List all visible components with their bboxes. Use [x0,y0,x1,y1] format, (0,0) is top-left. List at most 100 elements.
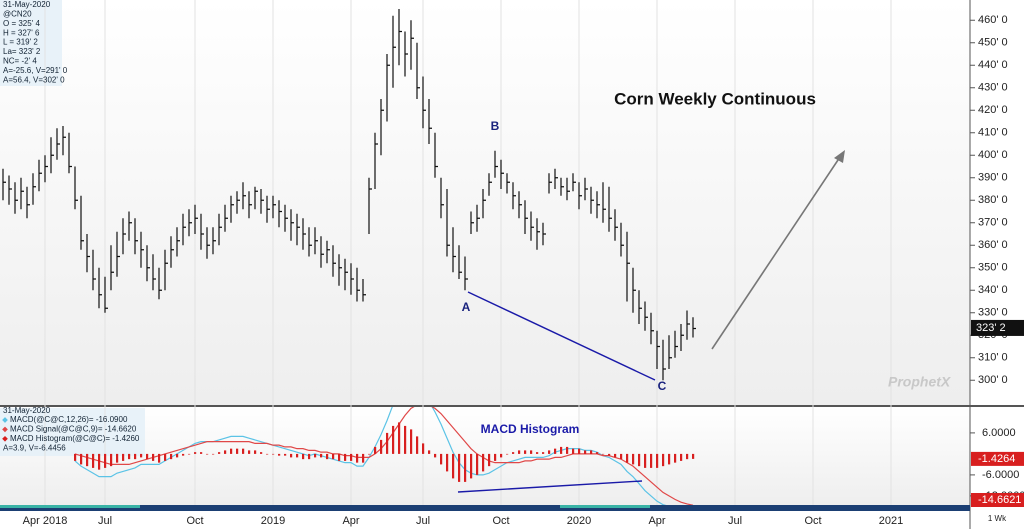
ohlc-bar [182,213,186,246]
ohlc-bar [626,231,630,302]
info-line: O = 325' 4 [3,19,40,28]
ohlc-bar [32,173,36,205]
ohlc-bar [26,186,30,219]
histogram-bar [602,453,605,455]
histogram-bar [236,448,239,454]
x-tick-label: Jul [728,515,742,527]
ohlc-bar [686,310,690,340]
ohlc-bar [188,209,192,237]
interval-label: 1 Wk [988,514,1007,523]
ohlc-bar [320,236,324,268]
ohlc-bar [692,317,696,338]
ohlc-bar [398,9,402,66]
histogram-bar [128,453,131,460]
ohlc-bar [512,182,516,210]
ohlc-bar [494,150,498,178]
value-badge-label: -1.4264 [978,453,1015,465]
ohlc-bar [146,245,150,282]
ohlc-bar [224,204,228,232]
ohlc-bar [200,213,204,250]
chart-title: Corn Weekly Continuous [614,89,816,108]
ohlc-bar [518,191,522,219]
histogram-bar [170,453,173,460]
x-tick-label: Apr 2018 [23,515,68,527]
ohlc-bar [50,137,54,174]
histogram-bar [476,453,479,475]
ohlc-bar [176,227,180,257]
ohlc-bar [404,31,408,77]
histogram-bar [116,453,119,463]
x-tick-label: 2020 [567,515,591,527]
histogram-bar [428,450,431,454]
ohlc-bar [500,159,504,189]
histogram-bar [356,453,359,463]
histogram-bar [410,429,413,454]
last-price-badge [971,319,1024,336]
value-badge [971,451,1024,466]
histogram-bar [650,453,653,468]
histogram-bar [314,453,317,458]
x-tick-label: Jul [416,515,430,527]
ohlc-bar [362,279,366,302]
histogram-bar [656,453,659,468]
ohlc-bar [158,267,162,300]
y-tick-label: 450' 0 [978,37,1008,49]
ohlc-bar [344,258,348,291]
y-tick-label: 330' 0 [978,307,1008,319]
legend-entry: MACD Signal(@C@C,9)= -14.6620 [10,425,137,434]
ohlc-bar [218,213,222,246]
histogram-bar [422,443,425,454]
histogram-bar [92,453,95,468]
y-tick-label: 430' 0 [978,82,1008,94]
histogram-bar [302,453,305,460]
histogram-bar [392,425,395,454]
histogram-bar [512,452,515,454]
legend-entry: MACD(@C@C,12,26)= -16.0900 [10,415,128,424]
point-label: A [462,300,471,314]
ohlc-bar [572,173,576,192]
histogram-bar [368,453,371,455]
macd-readout: A=3.9, V=-6.4456 [3,444,66,453]
histogram-bar [446,453,449,472]
histogram-bar [338,453,341,461]
histogram-bar [404,425,407,454]
last-price-label: 323' 2 [976,322,1006,334]
ohlc-bar [140,231,144,268]
ohlc-bar [458,245,462,279]
histogram-bar [248,450,251,454]
ohlc-bar [314,227,318,255]
x-tick-label: Apr [342,515,359,527]
y-tick-label: 310' 0 [978,352,1008,364]
histogram-bar [542,452,545,454]
histogram-bar [326,453,329,460]
histogram-bar [254,450,257,454]
ohlc-bar [548,173,552,194]
ohlc-bar [434,132,438,178]
histogram-bar [134,453,137,460]
ohlc-bar [554,168,558,189]
ohlc-bar [116,231,120,277]
ohlc-bar [242,182,246,210]
ohlc-bar [602,182,606,223]
ohlc-bar [104,276,108,313]
info-box [0,0,62,86]
ohlc-bar [230,195,234,223]
ohlc-bar [620,222,624,257]
ohlc-bar [80,195,84,250]
histogram-bar [146,453,149,460]
info-line: 31-May-2020 [3,0,51,9]
ohlc-bar [92,249,96,291]
histogram-bar [482,453,485,472]
ohlc-bar [560,177,564,196]
ohlc-bar [278,200,282,228]
y-tick-label: 460' 0 [978,14,1008,26]
histogram-bar [452,453,455,479]
ohlc-bar [2,168,6,201]
histogram-bar [152,453,155,461]
ohlc-bar [254,186,258,210]
histogram-bar [380,439,383,454]
ohlc-bar [212,227,216,255]
ohlc-bar [134,218,138,255]
histogram-bar [350,453,353,461]
ohlc-bar [110,245,114,291]
